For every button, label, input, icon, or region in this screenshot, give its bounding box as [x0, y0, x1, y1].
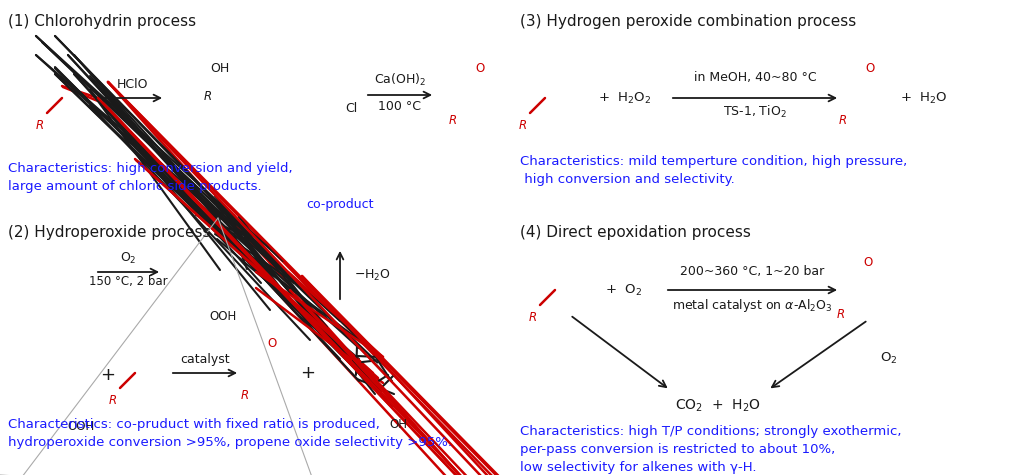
Text: OH: OH: [210, 61, 229, 75]
Text: +: +: [100, 366, 115, 384]
Text: Cl: Cl: [345, 102, 357, 114]
Text: R: R: [449, 114, 457, 127]
Text: +  H$_2$O$_2$: + H$_2$O$_2$: [598, 90, 651, 105]
Text: (2) Hydroperoxide process: (2) Hydroperoxide process: [8, 225, 210, 240]
Text: R: R: [519, 119, 527, 132]
Text: Characteristics: high T/P conditions; strongly exothermic,: Characteristics: high T/P conditions; st…: [520, 425, 901, 438]
Text: O$_2$: O$_2$: [880, 351, 897, 366]
Text: per-pass conversion is restricted to about 10%,: per-pass conversion is restricted to abo…: [520, 443, 834, 456]
Text: 200~360 °C, 1~20 bar: 200~360 °C, 1~20 bar: [679, 266, 823, 278]
Text: +  O$_2$: + O$_2$: [605, 283, 641, 297]
Text: R: R: [529, 311, 537, 324]
Text: (3) Hydrogen peroxide combination process: (3) Hydrogen peroxide combination proces…: [520, 14, 855, 29]
Text: Ca(OH)$_2$: Ca(OH)$_2$: [374, 72, 426, 88]
Text: hydroperoxide conversion >95%, propene oxide selectivity >95%.: hydroperoxide conversion >95%, propene o…: [8, 436, 452, 449]
Text: CO$_2$  +  H$_2$O: CO$_2$ + H$_2$O: [674, 398, 760, 414]
Text: (4) Direct epoxidation process: (4) Direct epoxidation process: [520, 225, 750, 240]
Text: +  H$_2$O: + H$_2$O: [899, 90, 946, 105]
Text: HClO: HClO: [117, 77, 149, 91]
Text: R: R: [241, 389, 249, 402]
Text: (1) Chlorohydrin process: (1) Chlorohydrin process: [8, 14, 196, 29]
Text: catalyst: catalyst: [180, 352, 229, 365]
Text: low selectivity for alkenes with γ-H.: low selectivity for alkenes with γ-H.: [520, 461, 756, 474]
Text: large amount of chloric side products.: large amount of chloric side products.: [8, 180, 262, 193]
Text: Characteristics: high conversion and yield,: Characteristics: high conversion and yie…: [8, 162, 292, 175]
Text: TS-1, TiO$_2$: TS-1, TiO$_2$: [723, 104, 786, 120]
Text: high conversion and selectivity.: high conversion and selectivity.: [520, 173, 734, 186]
Text: Characteristics: co-pruduct with fixed ratio is produced,: Characteristics: co-pruduct with fixed r…: [8, 418, 379, 431]
Text: OH: OH: [388, 418, 406, 431]
Text: O: O: [862, 256, 871, 269]
Text: R: R: [36, 119, 44, 132]
Text: $-$H$_2$O: $-$H$_2$O: [354, 267, 390, 283]
Text: R: R: [838, 114, 846, 127]
Text: 150 °C, 2 bar: 150 °C, 2 bar: [89, 276, 167, 288]
Text: metal catalyst on $\alpha$-Al$_2$O$_3$: metal catalyst on $\alpha$-Al$_2$O$_3$: [671, 296, 831, 314]
Text: O: O: [475, 62, 484, 75]
Text: OOH: OOH: [209, 310, 237, 323]
Text: co-product: co-product: [306, 198, 373, 211]
Text: O: O: [864, 62, 874, 75]
Text: R: R: [836, 308, 844, 321]
Text: Characteristics: mild temperture condition, high pressure,: Characteristics: mild temperture conditi…: [520, 155, 906, 168]
Text: 100 °C: 100 °C: [378, 101, 422, 114]
Text: R: R: [203, 91, 211, 104]
Text: OOH: OOH: [67, 420, 94, 433]
Text: in MeOH, 40~80 °C: in MeOH, 40~80 °C: [693, 72, 816, 85]
Text: R: R: [109, 394, 117, 407]
Text: +: +: [300, 364, 315, 382]
Text: O: O: [267, 337, 276, 350]
Text: O$_2$: O$_2$: [119, 250, 136, 266]
